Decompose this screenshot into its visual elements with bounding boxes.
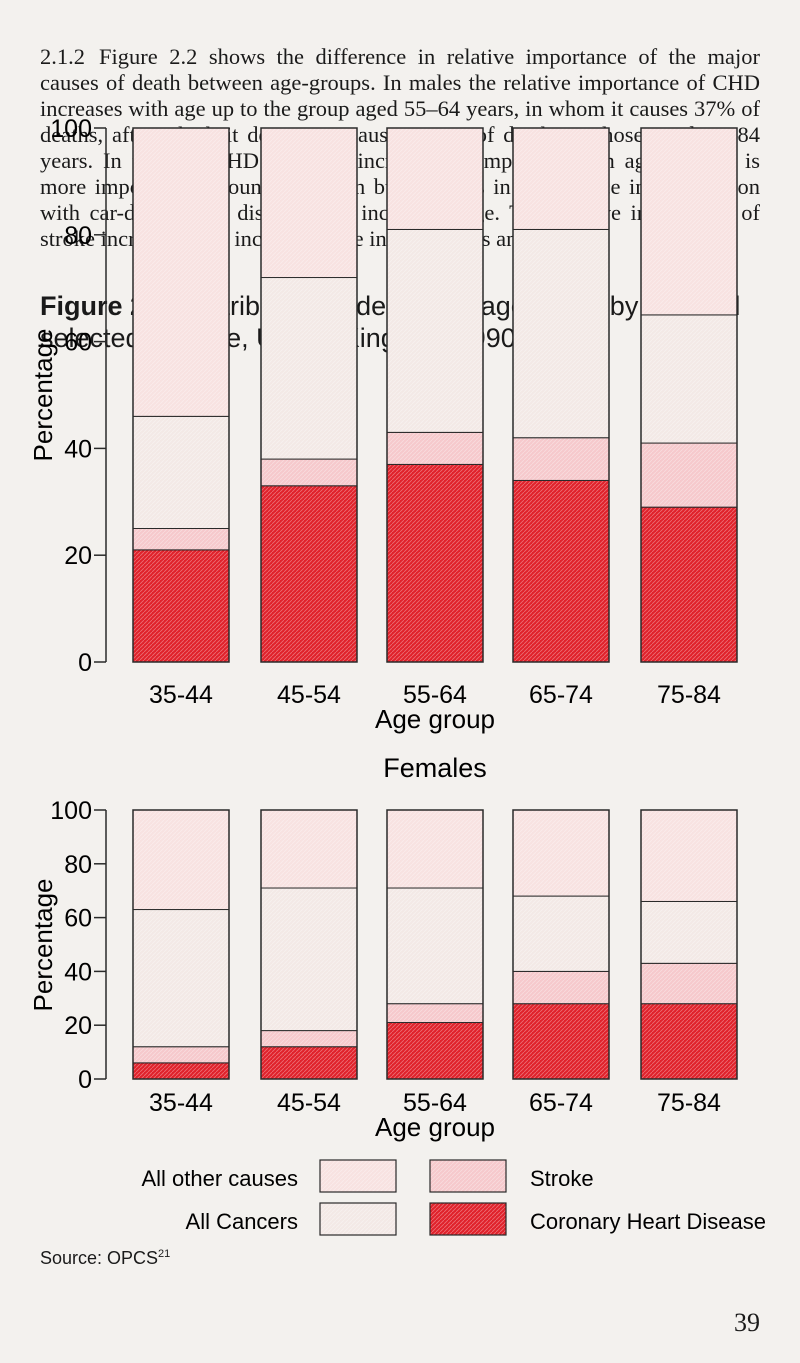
- males-bar-chd-75-84: [640, 506, 738, 663]
- source-note: Source: OPCS21: [40, 1248, 170, 1269]
- males-bar-chd-35-44: [132, 549, 230, 663]
- males-y-tick-label: 20: [64, 542, 92, 570]
- males-bar-outline-35-44: [132, 127, 230, 663]
- males-x-tick-label: 35-44: [149, 681, 213, 709]
- section-number: 2.1.2: [40, 44, 85, 69]
- females-bar-cancers-65-74: [512, 895, 610, 972]
- legend-swatch-cancers: [319, 1202, 397, 1236]
- females-y-tick-label: 40: [64, 958, 92, 986]
- females-bar-stroke-55-64: [386, 1003, 484, 1024]
- males-bar-other-65-74: [512, 127, 610, 230]
- males-bar-outline-75-84: [640, 127, 738, 663]
- females-bar-other-75-84: [640, 809, 738, 902]
- males-bar-other-75-84: [640, 127, 738, 316]
- males-bar-other-55-64: [386, 127, 484, 230]
- females-y-axis-label: Percentage: [28, 879, 58, 1012]
- males-bar-cancers-65-74: [512, 228, 610, 439]
- males-x-tick-label: 75-84: [657, 681, 721, 709]
- males-y-tick-label: 0: [78, 649, 92, 677]
- females-x-tick-label: 75-84: [657, 1089, 721, 1117]
- females-bar-outline-45-54: [260, 809, 358, 1080]
- females-bar-chd-45-54: [260, 1046, 358, 1080]
- females-bar-chd-35-44: [132, 1062, 230, 1080]
- males-y-tick-label: 80: [64, 222, 92, 250]
- females-bar-chd-65-74: [512, 1003, 610, 1080]
- females-bar-chd-55-64: [386, 1022, 484, 1080]
- females-bar-stroke-35-44: [132, 1046, 230, 1064]
- females-x-axis-label: Age group: [375, 1112, 495, 1142]
- legend-label-cancers: All Cancers: [186, 1209, 298, 1234]
- source-label: Source: OPCS: [40, 1248, 159, 1268]
- females-x-tick-label: 65-74: [529, 1089, 593, 1117]
- females-bar-chd-75-84: [640, 1003, 738, 1080]
- legend-swatch-other: [319, 1159, 397, 1193]
- males-bar-cancers-35-44: [132, 415, 230, 529]
- females-y-tick-label: 60: [64, 905, 92, 933]
- females-x-tick-label: 55-64: [403, 1089, 467, 1117]
- males-bar-cancers-75-84: [640, 314, 738, 444]
- males-y-tick-label: 60: [64, 329, 92, 357]
- males-bar-outline-65-74: [512, 127, 610, 663]
- males-bar-stroke-75-84: [640, 442, 738, 508]
- males-bar-chd-45-54: [260, 485, 358, 663]
- males-bar-chd-55-64: [386, 463, 484, 663]
- legend-label-chd: Coronary Heart Disease: [530, 1209, 766, 1234]
- females-bar-outline-55-64: [386, 809, 484, 1080]
- females-chart-title: Females: [383, 753, 487, 783]
- males-bar-cancers-55-64: [386, 228, 484, 433]
- females-y-tick-label: 100: [50, 797, 92, 825]
- females-bar-stroke-65-74: [512, 970, 610, 1005]
- females-y-tick-label: 80: [64, 851, 92, 879]
- legend-label-stroke: Stroke: [530, 1166, 594, 1191]
- females-y-tick-label: 20: [64, 1012, 92, 1040]
- females-y-tick-label: 0: [78, 1066, 92, 1094]
- females-bar-stroke-45-54: [260, 1030, 358, 1048]
- females-bar-other-45-54: [260, 809, 358, 889]
- females-x-tick-label: 45-54: [277, 1089, 341, 1117]
- females-bar-stroke-75-84: [640, 962, 738, 1005]
- males-x-axis-label: Age group: [375, 704, 495, 734]
- females-bar-outline-65-74: [512, 809, 610, 1080]
- females-bar-other-55-64: [386, 809, 484, 889]
- legend-label-other: All other causes: [141, 1166, 298, 1191]
- males-bar-stroke-65-74: [512, 437, 610, 481]
- females-bar-cancers-35-44: [132, 909, 230, 1048]
- page-number: 39: [734, 1308, 760, 1337]
- males-bar-cancers-45-54: [260, 277, 358, 460]
- males-y-tick-label: 40: [64, 435, 92, 463]
- males-bar-outline-55-64: [386, 127, 484, 663]
- females-bar-other-65-74: [512, 809, 610, 897]
- males-x-tick-label: 55-64: [403, 681, 467, 709]
- legend-swatch-stroke: [429, 1159, 507, 1193]
- males-bar-chd-65-74: [512, 479, 610, 663]
- source-reference: 21: [158, 1248, 171, 1260]
- males-bar-other-45-54: [260, 127, 358, 279]
- males-bar-other-35-44: [132, 127, 230, 417]
- females-bar-cancers-55-64: [386, 887, 484, 1005]
- males-bar-stroke-45-54: [260, 458, 358, 487]
- males-x-tick-label: 65-74: [529, 681, 593, 709]
- females-bar-cancers-75-84: [640, 900, 738, 964]
- females-bar-cancers-45-54: [260, 887, 358, 1032]
- males-bar-stroke-55-64: [386, 431, 484, 465]
- males-x-tick-label: 45-54: [277, 681, 341, 709]
- females-bar-outline-35-44: [132, 809, 230, 1080]
- females-bar-outline-75-84: [640, 809, 738, 1080]
- females-x-tick-label: 35-44: [149, 1089, 213, 1117]
- males-y-axis-label: Percentage: [28, 329, 58, 462]
- males-bar-stroke-35-44: [132, 528, 230, 551]
- males-y-tick-label: 100: [50, 115, 92, 143]
- males-bar-outline-45-54: [260, 127, 358, 663]
- females-bar-other-35-44: [132, 809, 230, 911]
- legend-swatch-chd: [429, 1202, 507, 1236]
